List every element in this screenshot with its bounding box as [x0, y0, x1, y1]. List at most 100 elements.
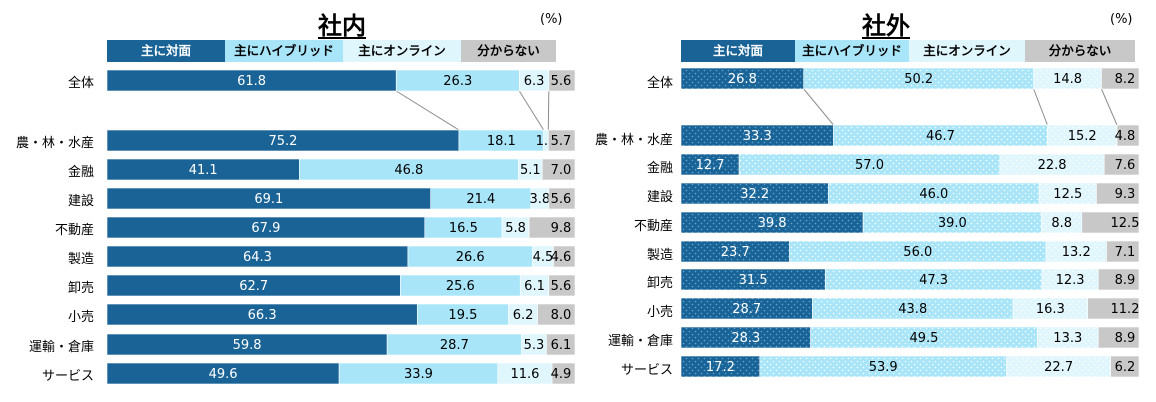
data-label: 64.3 — [243, 250, 272, 265]
data-label: 23.7 — [721, 245, 750, 260]
category-label: サービス — [41, 369, 94, 384]
data-label: 75.2 — [268, 134, 297, 149]
connector-line — [1033, 88, 1048, 126]
bar-segment-unknown — [548, 274, 576, 297]
data-label: 49.5 — [909, 331, 938, 346]
category-label: 小売 — [646, 305, 673, 320]
data-label: 22.8 — [1038, 158, 1067, 173]
category-label: 全体 — [646, 76, 673, 91]
connector-line — [803, 88, 834, 126]
bar-segment-unknown — [551, 362, 576, 385]
connector-lines — [803, 88, 1118, 126]
bar-segment-unknown — [528, 216, 576, 239]
data-label: 18.1 — [487, 134, 516, 149]
data-label: 7.0 — [551, 163, 572, 178]
data-label: 7.6 — [1115, 158, 1136, 173]
data-label: 39.8 — [758, 216, 787, 231]
data-label: 4.8 — [1115, 129, 1136, 144]
data-label: 4.5 — [533, 250, 554, 265]
legend-item-unknown: 分からない — [461, 40, 556, 62]
category-label: 運輸・倉庫 — [28, 340, 94, 355]
data-label: 17.2 — [706, 360, 735, 375]
bar-segment-unknown — [1101, 67, 1140, 90]
data-label: 47.3 — [919, 273, 948, 288]
bar-segment-unknown — [541, 158, 576, 181]
data-label: 26.6 — [456, 250, 485, 265]
data-label: 57.0 — [855, 158, 884, 173]
category-label: 農・林・水産 — [15, 136, 94, 151]
category-label: 小売 — [67, 310, 94, 325]
category-label: 農・林・水産 — [594, 133, 673, 148]
data-label: 41.1 — [189, 163, 218, 178]
data-label: 4.6 — [551, 250, 572, 265]
bar-segment-unknown — [1081, 211, 1140, 234]
category-label: 建設 — [67, 194, 94, 209]
data-label: 26.8 — [728, 72, 757, 87]
data-label: 8.9 — [1115, 331, 1136, 346]
legend-item-online: 主にオンライン — [909, 40, 1025, 62]
data-label: 8.8 — [1051, 216, 1072, 231]
data-label: 5.6 — [551, 74, 572, 89]
legend-item-unknown: 分からない — [1025, 40, 1135, 62]
bar-segment-unknown — [548, 129, 576, 152]
category-label: サービス — [620, 363, 673, 378]
bar-segment-unknown — [1116, 124, 1140, 147]
category-label: 製造 — [646, 248, 673, 263]
data-label: 39.0 — [938, 216, 967, 231]
category-label: 金融 — [67, 165, 94, 180]
bar-segment-unknown — [1087, 297, 1140, 320]
data-label: 53.9 — [869, 360, 898, 375]
bar-segment-unknown — [548, 69, 576, 92]
bar-segment-unknown — [1110, 355, 1140, 378]
data-label: 46.0 — [919, 187, 948, 202]
data-label: 50.2 — [904, 72, 933, 87]
chart-title: 社内 — [318, 12, 366, 40]
data-label: 59.8 — [233, 338, 262, 353]
bar-segment-unknown — [553, 245, 576, 268]
bar-segment-unknown — [548, 187, 576, 210]
data-label: 5.7 — [551, 134, 572, 149]
data-label: 16.5 — [449, 221, 478, 236]
data-label: 46.8 — [394, 163, 423, 178]
connector-line — [1100, 88, 1118, 126]
data-label: 26.3 — [443, 74, 472, 89]
data-label: 28.7 — [440, 338, 469, 353]
bar-segment-unknown — [1096, 182, 1140, 205]
data-label: 46.7 — [926, 129, 955, 144]
connector-lines — [395, 90, 550, 131]
data-label: 32.2 — [740, 187, 769, 202]
bar-segment-unknown — [1097, 268, 1140, 291]
data-label: 12.3 — [1056, 273, 1085, 288]
category-label: 金融 — [646, 161, 673, 176]
category-label: 卸売 — [646, 276, 673, 291]
chart-title: 社外 — [862, 12, 910, 40]
data-label: 15.2 — [1068, 129, 1097, 144]
data-label: 11.6 — [510, 367, 539, 382]
data-label: 13.3 — [1053, 331, 1082, 346]
data-label: 33.9 — [404, 367, 433, 382]
legend: 主に対面 主にハイブリッド 主にオンライン 分からない — [107, 40, 556, 62]
category-label: 卸売 — [67, 281, 94, 296]
data-label: 67.9 — [251, 221, 280, 236]
data-label: 4.9 — [551, 367, 572, 382]
chart-panel-internal: 社内 (%) 主に対面 主にハイブリッド 主にオンライン 分からない 全体 農・… — [15, 12, 576, 385]
data-label: 22.7 — [1044, 360, 1073, 375]
bar-segment-unknown — [1097, 326, 1140, 349]
data-label: 11.2 — [1111, 302, 1140, 317]
category-label: 建設 — [646, 190, 673, 205]
data-label: 28.7 — [732, 302, 761, 317]
data-label: 6.2 — [513, 308, 534, 323]
data-label: 5.8 — [505, 221, 526, 236]
data-label: 16.3 — [1036, 302, 1065, 317]
bar-segment-unknown — [1103, 153, 1140, 176]
bar-segment-unknown — [1106, 240, 1140, 263]
data-label: 31.5 — [739, 273, 768, 288]
data-label: 69.1 — [254, 192, 283, 207]
legend-item-face: 主に対面 — [107, 40, 225, 62]
data-label: 21.4 — [466, 192, 495, 207]
data-label: 5.6 — [551, 279, 572, 294]
stacked-bar-plot: 61.8 26.3 6.3 5.675.2 18.1 1.05.741.1 46.8 5.1 7… — [106, 69, 576, 385]
data-label: 7.1 — [1115, 245, 1136, 260]
data-label: 13.2 — [1062, 245, 1091, 260]
data-label: 12.5 — [1053, 187, 1082, 202]
